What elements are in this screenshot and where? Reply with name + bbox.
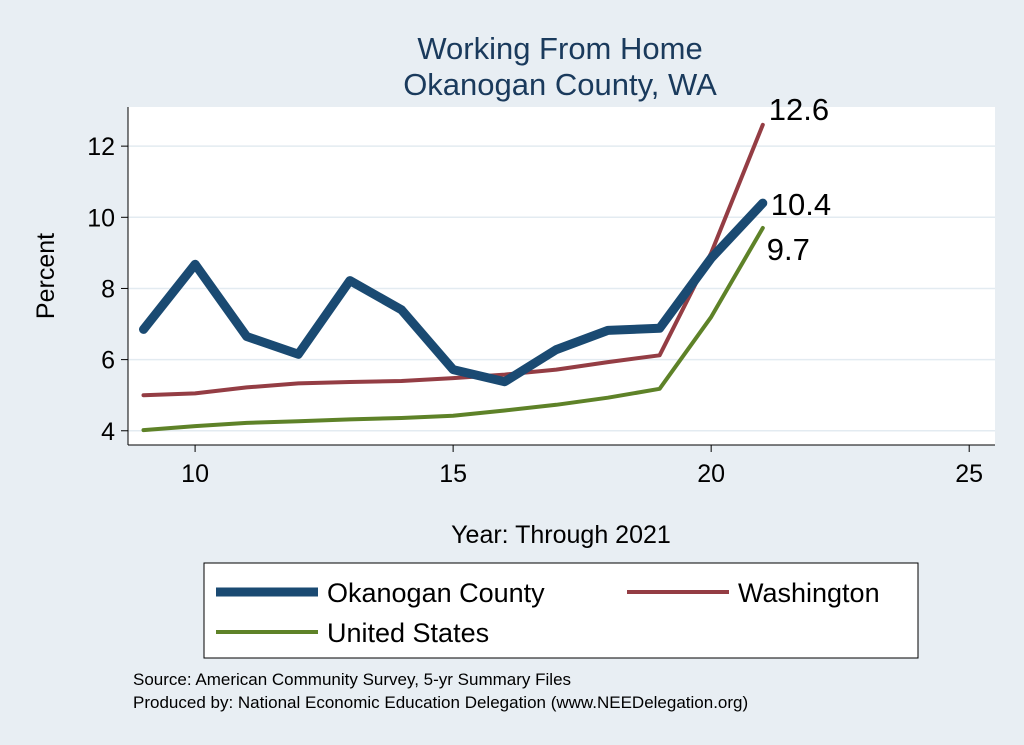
- series-line-washington: [141, 122, 765, 398]
- end-label-united-states: 9.7: [767, 232, 810, 267]
- series-line-okanogan: [139, 198, 768, 387]
- x-tick-label-10: 10: [181, 460, 209, 488]
- y-tick-label-8: 8: [101, 275, 115, 303]
- legend-label-washington: Washington: [738, 578, 880, 608]
- produced-by-note: Produced by: National Economic Education…: [133, 693, 748, 712]
- plot-area: [128, 107, 995, 445]
- end-labels: 10.4 12.6 9.7: [767, 92, 831, 267]
- y-tick-label-6: 6: [101, 347, 115, 375]
- chart-title-line-1: Working From Home: [417, 31, 702, 66]
- x-tick-label-15: 15: [439, 460, 467, 488]
- legend-label-okanogan: Okanogan County: [327, 578, 545, 608]
- chart-title-line-2: Okanogan County, WA: [403, 67, 717, 102]
- source-note: Source: American Community Survey, 5-yr …: [133, 670, 571, 689]
- y-tick-label-12: 12: [87, 133, 115, 161]
- end-label-washington: 12.6: [769, 92, 829, 127]
- y-tick-label-4: 4: [101, 418, 115, 446]
- y-tick-label-10: 10: [87, 204, 115, 232]
- series-lines: [139, 122, 768, 433]
- y-axis-label: Percent: [32, 233, 60, 319]
- gridlines: [128, 145, 995, 432]
- x-axis-label: Year: Through 2021: [451, 521, 671, 549]
- legend-box: [203, 562, 919, 659]
- y-ticks: 4 6 8 10 12: [87, 133, 128, 446]
- x-tick-label-20: 20: [697, 460, 725, 488]
- end-label-okanogan: 10.4: [771, 187, 831, 222]
- x-tick-label-25: 25: [955, 460, 983, 488]
- series-line-united-states: [141, 226, 765, 433]
- x-ticks: 10 15 20 25: [181, 445, 983, 488]
- legend: Okanogan County Washington United States: [203, 562, 919, 659]
- legend-label-united-states: United States: [327, 618, 489, 648]
